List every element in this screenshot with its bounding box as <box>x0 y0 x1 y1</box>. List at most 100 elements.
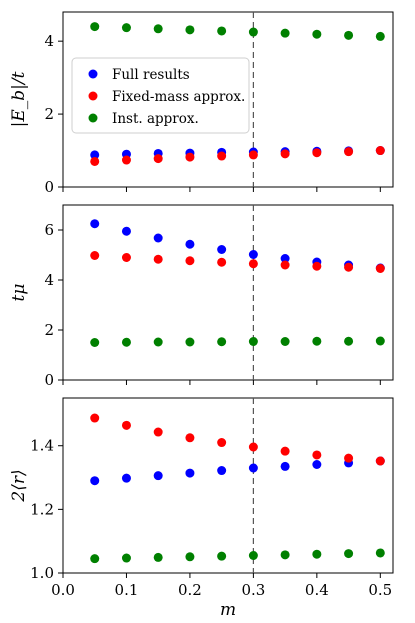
point-full <box>90 150 100 160</box>
point-fixed-mass <box>121 420 131 430</box>
point-inst <box>90 338 100 347</box>
point-inst <box>153 337 163 347</box>
point-full <box>121 226 131 236</box>
point-inst <box>217 551 227 561</box>
point-full <box>217 466 227 476</box>
x-tick-label: 0.1 <box>115 581 139 599</box>
point-fixed-mass <box>280 446 290 456</box>
point-fixed-mass <box>344 147 354 157</box>
panel-2-y-ticks: 0 2 4 6 <box>44 221 381 389</box>
panel-2-frame <box>62 204 394 381</box>
point-inst <box>344 549 354 559</box>
point-full <box>90 219 100 229</box>
panel-3-y-axis-label: 2⟨r⟩ <box>9 469 29 502</box>
point-inst <box>312 549 322 559</box>
point-inst <box>153 24 163 34</box>
panel-2-y-axis-label: tμ <box>9 284 29 302</box>
point-fixed-mass <box>217 151 227 161</box>
panel-2-points <box>90 219 385 347</box>
point-inst <box>248 337 258 346</box>
point-inst <box>280 550 290 560</box>
point-full <box>185 468 195 478</box>
point-fixed-mass <box>90 413 100 423</box>
point-fixed-mass <box>375 264 385 273</box>
y-tick-label: 1.4 <box>30 437 54 455</box>
point-full <box>90 476 100 486</box>
x-tick-label: 0.4 <box>305 581 329 599</box>
y-tick-label: 4 <box>44 32 54 50</box>
panel-binding-energy: 0 2 4 |E_b|/t Full results Fixed-mass appr… <box>9 11 394 196</box>
point-inst <box>312 29 322 39</box>
point-fixed-mass <box>121 155 131 165</box>
point-inst <box>217 26 227 36</box>
x-tick-label: 0.5 <box>368 581 392 599</box>
point-inst <box>344 336 354 346</box>
point-full <box>312 460 322 469</box>
point-fixed-mass <box>153 427 163 437</box>
panel-1-frame <box>62 11 394 188</box>
point-full <box>248 250 258 259</box>
y-tick-label: 1.0 <box>30 564 54 582</box>
point-inst <box>90 554 100 564</box>
point-fixed-mass <box>153 154 163 164</box>
point-inst <box>121 337 131 347</box>
point-inst <box>217 337 227 347</box>
y-tick-label: 4 <box>44 271 54 289</box>
x-tick-label: 0.0 <box>51 581 75 599</box>
panel-3-x-ticks: 0.0 0.1 0.2 0.3 0.4 0.5 <box>51 581 392 599</box>
point-fixed-mass <box>248 259 258 269</box>
panel-1-points <box>90 22 385 166</box>
legend: Full results Fixed-mass approx. Inst. ap… <box>71 57 250 134</box>
y-tick-label: 0 <box>44 371 54 389</box>
point-full <box>153 233 163 243</box>
point-inst <box>375 31 385 41</box>
point-full <box>280 461 290 471</box>
point-inst <box>312 336 322 346</box>
point-fixed-mass <box>344 262 354 272</box>
point-full <box>185 239 195 249</box>
panel-3-frame <box>62 397 394 574</box>
y-tick-label: 6 <box>44 221 54 239</box>
point-inst <box>280 337 290 346</box>
panel-1-y-ticks: 0 2 4 <box>44 32 381 196</box>
point-full <box>280 254 290 263</box>
point-fixed-mass <box>280 260 290 270</box>
point-fixed-mass <box>185 433 195 443</box>
point-inst <box>248 551 258 560</box>
y-tick-label: 2 <box>44 105 54 123</box>
point-full <box>121 473 131 483</box>
point-fixed-mass <box>375 146 385 156</box>
point-fixed-mass <box>217 438 227 448</box>
legend-label-inst: Inst. approx. <box>112 111 199 127</box>
point-inst <box>121 23 131 33</box>
point-fixed-mass <box>248 150 258 160</box>
point-inst <box>153 552 163 562</box>
point-fixed-mass <box>153 254 163 264</box>
point-inst <box>121 553 131 563</box>
point-fixed-mass <box>375 456 385 466</box>
point-full <box>248 463 258 473</box>
panel-3-points <box>90 413 385 564</box>
point-inst <box>344 30 354 40</box>
legend-label-fixed-mass: Fixed-mass approx. <box>112 89 245 105</box>
point-fixed-mass <box>312 450 322 460</box>
x-tick-label: 0.2 <box>178 581 202 599</box>
panel-mass: 0 2 4 6 tμ <box>9 204 394 389</box>
point-fixed-mass <box>312 261 322 271</box>
point-inst <box>185 337 195 347</box>
point-inst <box>185 552 195 562</box>
point-fixed-mass <box>217 257 227 267</box>
legend-marker-fixed-mass <box>88 91 98 101</box>
point-fixed-mass <box>185 256 195 266</box>
point-fixed-mass <box>185 152 195 162</box>
legend-box <box>71 57 250 134</box>
y-tick-label: 0 <box>44 178 54 196</box>
point-inst <box>375 336 385 346</box>
point-fixed-mass <box>121 253 131 262</box>
point-fixed-mass <box>280 149 290 159</box>
point-inst <box>185 25 195 35</box>
legend-label-full: Full results <box>112 67 190 83</box>
panel-1-y-axis-label: |E_b|/t <box>9 71 29 127</box>
y-tick-label: 1.2 <box>30 500 54 518</box>
y-tick-label: 2 <box>44 321 54 339</box>
